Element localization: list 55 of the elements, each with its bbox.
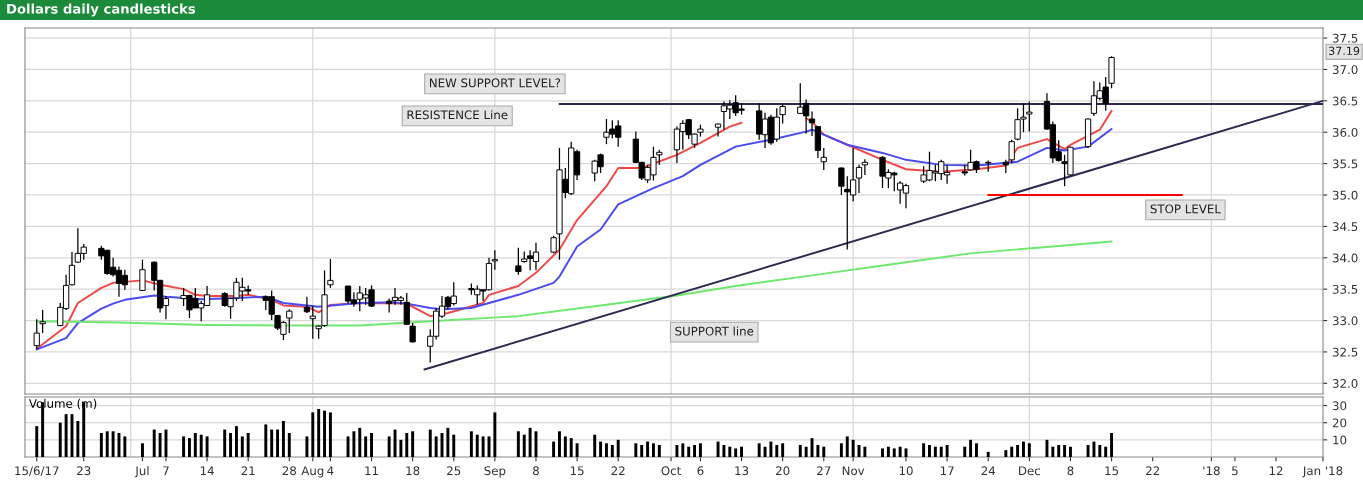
x-tick-label: 15/6/17 bbox=[15, 466, 59, 477]
y-tick-label: 20 bbox=[1332, 418, 1347, 428]
x-tick-label: Jan '18 bbox=[1302, 466, 1343, 478]
x-tick-label: Sep bbox=[484, 466, 506, 478]
x-tick-label: 20 bbox=[776, 466, 790, 476]
x-tick-label: Dec bbox=[1019, 466, 1041, 476]
text: 37.19 bbox=[1329, 46, 1360, 56]
annotation: SUPPORT line bbox=[675, 326, 754, 336]
x-tick-label: 13 bbox=[735, 466, 749, 476]
y-tick-label: 34.0 bbox=[1332, 253, 1358, 263]
x-tick-label: 7 bbox=[163, 466, 169, 475]
y-tick-label: 32.5 bbox=[1332, 347, 1358, 357]
x-tick-label: 11 bbox=[365, 466, 378, 475]
y-tick-label: 34.5 bbox=[1332, 222, 1358, 232]
x-tick-label: 17 bbox=[940, 466, 954, 475]
annotation: NEW SUPPORT LEVEL? bbox=[429, 78, 561, 88]
chart-title: Dollars daily candlesticks bbox=[7, 3, 196, 17]
x-tick-label: 15 bbox=[570, 466, 584, 476]
x-tick-label: 22 bbox=[1146, 466, 1159, 475]
x-tick-label: 27 bbox=[817, 466, 831, 475]
x-tick-label: 21 bbox=[241, 466, 255, 475]
x-tick-label: 8 bbox=[533, 466, 539, 476]
y-tick-label: 36.5 bbox=[1332, 96, 1358, 106]
x-tick-label: 18 bbox=[406, 466, 420, 476]
y-tick-label: 37.5 bbox=[1332, 33, 1358, 43]
y-tick-label: 33.5 bbox=[1332, 284, 1358, 294]
x-tick-label: Nov bbox=[842, 466, 865, 476]
x-tick-label: 6 bbox=[697, 466, 704, 476]
x-tick-label: 8 bbox=[1067, 466, 1074, 476]
x-tick-label: 4 bbox=[327, 466, 334, 475]
x-tick-label: 23 bbox=[77, 466, 91, 476]
x-tick-label: 28 bbox=[282, 466, 296, 476]
x-tick-label: '18 bbox=[1203, 466, 1220, 476]
y-tick-label: 33.0 bbox=[1332, 316, 1358, 326]
x-tick-label: Jul bbox=[134, 466, 149, 478]
x-tick-label: 14 bbox=[200, 466, 214, 475]
x-tick-label: 5 bbox=[1232, 466, 1238, 476]
x-tick-label: 15 bbox=[1105, 466, 1119, 476]
x-tick-label: 22 bbox=[611, 466, 625, 475]
y-tick-label: 37.0 bbox=[1332, 65, 1358, 75]
x-tick-label: 12 bbox=[1269, 466, 1283, 475]
y-axis-title: Volume (m) bbox=[28, 398, 97, 410]
y-tick-label: 32.0 bbox=[1332, 379, 1358, 388]
x-tick-label: Aug bbox=[301, 466, 324, 478]
y-tick-label: 30 bbox=[1332, 401, 1347, 411]
y-tick-label: 35.5 bbox=[1332, 159, 1358, 169]
x-tick-label: 24 bbox=[981, 466, 996, 475]
y-tick-label: 10 bbox=[1333, 435, 1347, 445]
x-tick-label: 25 bbox=[447, 466, 461, 476]
y-tick-label: 36.0 bbox=[1332, 127, 1358, 137]
x-tick-label: Oct bbox=[661, 466, 681, 476]
annotation: STOP LEVEL bbox=[1150, 204, 1221, 214]
x-tick-label: 10 bbox=[899, 466, 913, 476]
y-tick-label: 35.0 bbox=[1332, 190, 1358, 200]
annotation: RESISTENCE Line bbox=[407, 110, 508, 120]
